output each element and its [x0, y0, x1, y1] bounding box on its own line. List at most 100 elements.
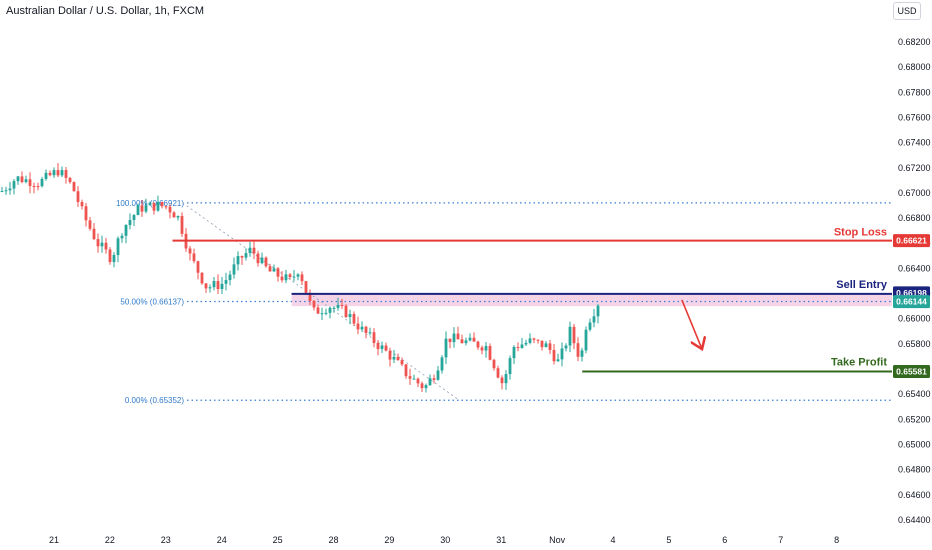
candle-body — [68, 177, 72, 183]
stop-loss-price-tag-text: 0.66621 — [896, 236, 927, 246]
candle-body — [472, 337, 476, 342]
candle-body — [152, 202, 156, 211]
x-tick-label: 7 — [778, 535, 783, 545]
candle-body — [280, 276, 284, 281]
y-tick-label: 0.65400 — [898, 389, 931, 399]
candle-body — [292, 276, 296, 278]
candle-body — [300, 274, 304, 282]
candle-body — [320, 313, 324, 315]
candle-body — [528, 338, 532, 343]
candle-body — [276, 268, 280, 277]
candle-body — [492, 359, 496, 369]
candle-body — [132, 215, 136, 220]
candle-body — [80, 202, 84, 207]
candle-body — [508, 358, 512, 375]
candle-body — [88, 220, 92, 229]
x-tick-label: 31 — [496, 535, 506, 545]
candle-body — [128, 219, 132, 225]
candle-body — [408, 376, 412, 379]
candle-body — [384, 345, 388, 351]
currency-button[interactable]: USD — [893, 2, 921, 20]
x-tick-label: 24 — [217, 535, 227, 545]
y-tick-label: 0.67800 — [898, 87, 931, 97]
x-tick-label: 29 — [384, 535, 394, 545]
candle-body — [256, 253, 260, 264]
chart-title: Australian Dollar / U.S. Dollar, 1h, FXC… — [6, 5, 205, 17]
y-tick-label: 0.67200 — [898, 163, 931, 173]
stop-loss-label: Stop Loss — [834, 227, 887, 239]
stop-loss-price-tag — [893, 234, 930, 248]
candle-body — [456, 333, 460, 340]
candle-body — [104, 242, 108, 250]
x-tick-label: 23 — [161, 535, 171, 545]
candle-body — [8, 188, 12, 191]
candle-body — [416, 378, 420, 384]
candle-body — [520, 344, 524, 348]
candle-body — [484, 346, 488, 351]
y-tick-label: 0.65200 — [898, 414, 931, 424]
candle-body — [592, 316, 596, 323]
candle-body — [288, 274, 292, 278]
candle-body — [480, 347, 484, 351]
candle-body — [240, 256, 244, 258]
y-tick-label: 0.64400 — [898, 515, 931, 525]
fib-trend-line — [182, 202, 460, 401]
candle-body — [376, 342, 380, 349]
candle-body — [340, 304, 344, 306]
x-tick-label: Nov — [549, 535, 566, 545]
candle-body — [312, 300, 316, 308]
candle-body — [60, 170, 64, 176]
candle-body — [360, 326, 364, 330]
sell-entry-zone — [291, 293, 892, 307]
candle-body — [164, 206, 168, 208]
projection-arrow — [681, 299, 702, 348]
candle-body — [380, 345, 384, 349]
candle-body — [308, 292, 312, 301]
y-tick-label: 0.64800 — [898, 465, 931, 475]
candle-body — [452, 333, 456, 343]
take-profit-price-tag — [893, 364, 930, 378]
y-tick-label: 0.68000 — [898, 62, 931, 72]
candle-body — [172, 212, 176, 218]
candle-body — [324, 312, 328, 314]
candle-body — [488, 346, 492, 360]
candle-body — [496, 368, 500, 378]
candle-body — [544, 343, 548, 348]
candle-body — [40, 178, 44, 187]
candle-body — [400, 360, 404, 365]
y-tick-label: 0.65800 — [898, 339, 931, 349]
candle-body — [468, 337, 472, 341]
take-profit-price-tag-text: 0.65581 — [896, 366, 927, 376]
candle-body — [516, 347, 520, 349]
candle-body — [540, 340, 544, 348]
candle-body — [48, 172, 52, 176]
candle-body — [564, 345, 568, 349]
x-tick-label: 28 — [328, 535, 338, 545]
candle-body — [536, 339, 540, 341]
candle-body — [440, 357, 444, 371]
candle-body — [572, 326, 576, 344]
candle-body — [248, 247, 252, 254]
candle-body — [16, 176, 20, 182]
y-tick-label: 0.65000 — [898, 440, 931, 450]
candle-body — [12, 181, 16, 189]
candle-body — [108, 249, 112, 263]
candle-body — [448, 338, 452, 343]
candle-body — [284, 274, 288, 281]
candle-body — [328, 308, 332, 313]
candle-body — [168, 206, 172, 213]
candle-body — [244, 253, 248, 258]
candle-body — [560, 348, 564, 360]
candle-body — [140, 205, 144, 212]
candle-body — [192, 253, 196, 262]
candle-body — [96, 239, 100, 247]
y-tick-label: 0.67600 — [898, 112, 931, 122]
candle-body — [52, 170, 56, 176]
candle-body — [76, 191, 80, 203]
candle-body — [84, 206, 88, 221]
candle-body — [304, 281, 308, 293]
candle-body — [208, 287, 212, 289]
candle-body — [252, 247, 256, 254]
candle-body — [364, 326, 368, 333]
